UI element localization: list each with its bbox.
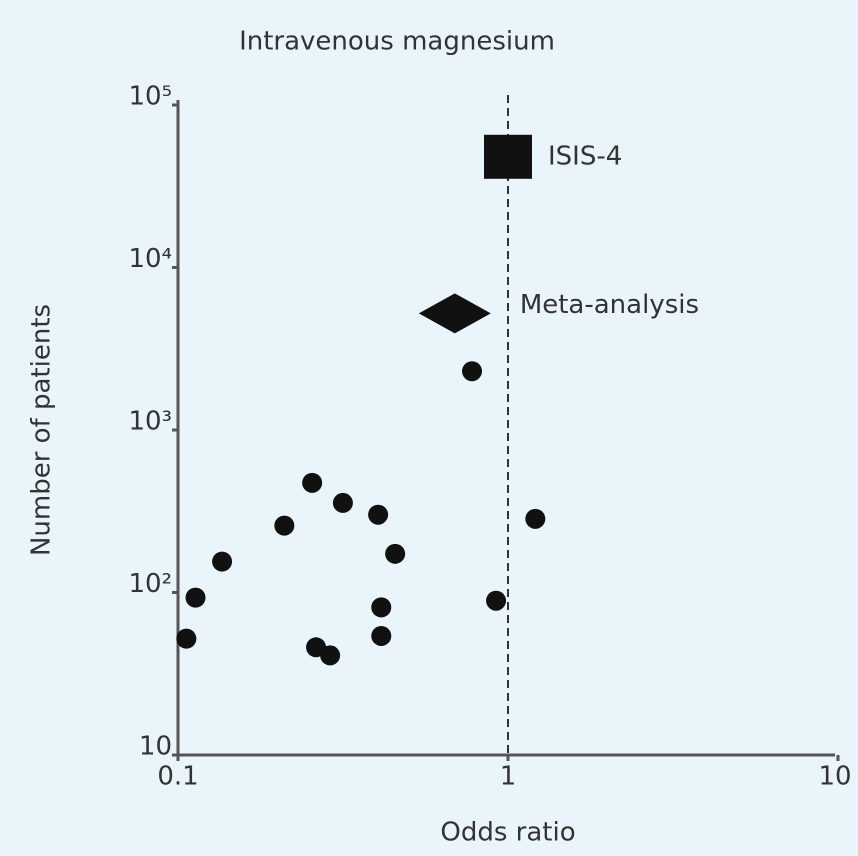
point: [525, 508, 546, 529]
point: [371, 597, 392, 618]
y-tick-label: 10⁵: [128, 82, 172, 112]
x-axis-label: Odds ratio: [440, 818, 575, 848]
point: [212, 551, 233, 572]
annotation: ISIS-4: [548, 141, 622, 171]
point: [320, 645, 341, 666]
annotation: Meta-analysis: [520, 290, 699, 320]
point: [274, 515, 295, 536]
square-marker: [484, 134, 532, 179]
y-tick-label: 10²: [128, 569, 172, 599]
y-axis-label: Number of patients: [27, 304, 57, 556]
point: [302, 472, 323, 493]
point: [368, 504, 389, 525]
point: [486, 590, 507, 611]
point: [185, 587, 206, 608]
x-tick-label: 1: [500, 762, 517, 792]
x-tick-label: 10: [818, 762, 851, 792]
point: [462, 361, 483, 382]
point: [371, 625, 392, 646]
y-tick-label: 10: [139, 732, 172, 762]
diamond-marker: [418, 293, 491, 334]
point: [332, 492, 353, 513]
point: [385, 543, 406, 564]
x-tick-label: 0.1: [157, 762, 198, 792]
point: [176, 628, 197, 649]
y-tick-label: 10⁴: [128, 244, 172, 274]
y-tick-label: 10³: [128, 407, 172, 437]
chart-title: Intravenous magnesium: [239, 27, 555, 57]
